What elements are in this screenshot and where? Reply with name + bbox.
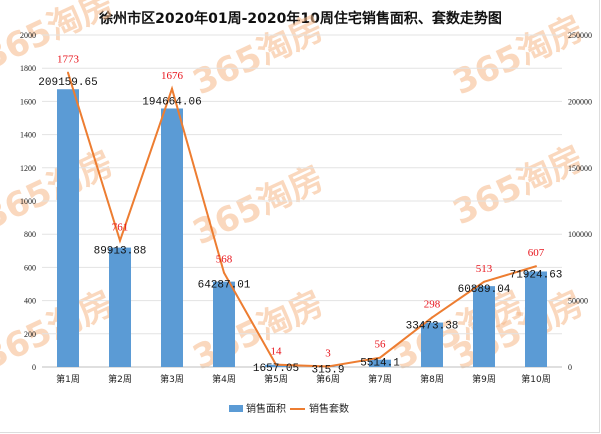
line-point-9 [483,280,485,283]
category-label: 第5周 [264,373,288,385]
bar-10 [525,271,547,367]
line-data-label: 14 [271,346,283,358]
bar-data-label: 64287.01 [198,280,251,292]
bar-3 [161,108,183,367]
category-label: 第10周 [521,373,550,385]
category-label: 第7周 [368,373,392,385]
bar-data-label: 60889.04 [458,284,511,296]
line-data-label: 1773 [57,54,80,66]
watermark: 365淘房 [0,0,120,78]
right-axis-tick: 250000 [568,31,592,40]
right-axis-tick: 100000 [568,230,592,239]
line-data-label: 607 [528,247,545,259]
left-axis-tick: 400 [24,297,36,306]
watermark: 365淘房 [447,138,590,233]
line-point-2 [119,239,121,242]
chart-title: 徐州市区2020年01周-2020年10周住宅销售面积、套数走势图 [99,11,502,27]
legend-bar-label: 销售面积 [246,402,286,415]
right-axis-tick: 200000 [568,97,592,106]
line-data-label: 761 [112,222,129,234]
bar-data-label: 209159.65 [38,77,97,89]
left-axis-tick: 600 [24,263,36,272]
category-label: 第1周 [56,373,80,385]
bar-data-label: 89913.88 [94,246,147,258]
bar-data-label: 5514.1 [360,358,400,370]
line-data-label: 513 [476,263,493,275]
bar-data-label: 315.9 [311,365,344,377]
left-axis-tick: 1200 [20,164,36,173]
line-data-label: 1676 [161,70,184,82]
right-axis-tick: 50000 [568,297,588,306]
line-point-1 [67,71,69,74]
line-point-8 [431,316,433,319]
legend-line-label: 销售套数 [309,402,349,415]
bar-data-label: 71924.63 [510,269,563,281]
watermark: 365淘房 [187,8,330,103]
line-point-7 [379,356,381,359]
left-axis-tick: 1400 [20,131,36,140]
line-point-4 [223,271,225,274]
watermark: 365淘房 [187,158,330,253]
bar-2 [109,247,131,367]
line-data-label: 298 [424,299,441,311]
line-data-label: 56 [375,339,387,351]
bar-1 [57,89,79,367]
line-point-6 [327,365,329,368]
right-axis-tick: 0 [568,363,572,372]
category-label: 第8周 [420,373,444,385]
line-series [67,72,537,368]
left-axis-tick: 1600 [20,97,36,106]
line-point-3 [171,87,173,90]
legend-bar-swatch [229,405,243,412]
left-axis-tick: 1000 [20,197,36,206]
category-label: 第2周 [108,373,132,385]
bar-8 [421,322,443,367]
left-axis-tick: 1800 [20,64,36,73]
left-axis-tick: 2000 [20,31,36,40]
bar-data-label: 1657.05 [253,363,299,375]
line-data-label: 3 [325,348,331,360]
watermark: 365淘房 [447,8,590,103]
category-label: 第9周 [472,373,496,385]
bar-7 [369,359,391,367]
bar-4 [213,281,235,367]
right-axis-tick: 150000 [568,164,592,173]
line-point-10 [535,265,537,268]
category-label: 第4周 [212,373,236,385]
bar-data-label: 33473.38 [406,321,459,333]
left-axis-tick: 800 [24,230,36,239]
bar-data-label: 194664.06 [142,96,201,108]
bar-9 [473,286,495,367]
bar-5 [265,364,287,367]
category-label: 第3周 [160,373,184,385]
line-data-label: 568 [216,254,233,266]
category-label: 第6周 [316,373,340,385]
line-point-5 [275,363,277,366]
left-axis-tick: 200 [24,330,36,339]
left-axis-tick: 0 [32,363,36,372]
